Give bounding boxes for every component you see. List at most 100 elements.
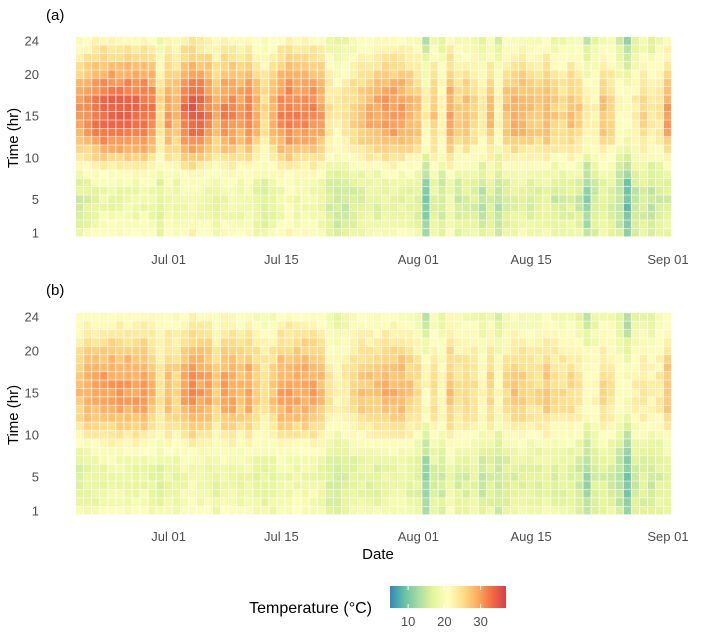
heatmap-cell (212, 313, 221, 321)
heatmap-cell (212, 153, 221, 162)
heatmap-cell (325, 128, 333, 137)
heatmap-cell (156, 195, 164, 204)
heatmap-cell (245, 170, 253, 179)
heatmap-cell (156, 430, 164, 439)
heatmap-cell (543, 405, 551, 414)
heatmap-cell (422, 228, 430, 237)
heatmap-cell (438, 128, 446, 137)
heatmap-cell (140, 62, 148, 70)
heatmap-cell (196, 346, 205, 355)
heatmap-cell (527, 95, 535, 104)
heatmap-cell (615, 430, 623, 439)
heatmap-cell (478, 489, 486, 498)
heatmap-cell (631, 120, 639, 129)
heatmap-cell (390, 228, 398, 237)
heatmap-cell (398, 53, 406, 62)
heatmap-cell (430, 422, 438, 431)
heatmap-cell (623, 95, 631, 104)
heatmap-cell (269, 329, 277, 338)
heatmap-cell (301, 195, 309, 204)
heatmap-cell (212, 128, 221, 137)
heatmap-cell (84, 195, 92, 204)
heatmap-cell (543, 371, 551, 380)
heatmap-cell (639, 203, 648, 212)
heatmap-cell (237, 162, 245, 170)
heatmap-cell (470, 212, 478, 220)
heatmap-cell (349, 371, 358, 380)
heatmap-cell (591, 95, 599, 104)
heatmap-cell (261, 371, 269, 380)
heatmap-cell (502, 228, 511, 237)
heatmap-cell (663, 153, 672, 162)
heatmap-cell (478, 178, 486, 187)
heatmap-cell (494, 212, 503, 220)
heatmap-cell (567, 70, 575, 79)
heatmap-cell (333, 112, 341, 120)
heatmap-cell (357, 153, 366, 162)
heatmap-cell (237, 53, 245, 62)
heatmap-cell (535, 380, 543, 389)
heatmap-cell (559, 195, 567, 204)
heatmap-cell (333, 456, 341, 464)
heatmap-cell (253, 128, 261, 137)
heatmap-cell (277, 170, 285, 179)
heatmap-cell (333, 422, 341, 431)
heatmap-cell (430, 87, 438, 95)
heatmap-cell (245, 363, 253, 372)
heatmap-cell (277, 45, 285, 54)
heatmap-cell (196, 472, 205, 481)
heatmap-cell (349, 170, 358, 179)
heatmap-cell (398, 203, 406, 212)
heatmap-cell (382, 380, 390, 389)
heatmap-cell (237, 414, 245, 422)
heatmap-cell (333, 203, 341, 212)
heatmap-cell (196, 464, 205, 473)
heatmap-cell (188, 405, 197, 414)
heatmap-cell (470, 313, 478, 321)
heatmap-cell (647, 178, 656, 187)
heatmap-cell (180, 170, 188, 179)
heatmap-cell (438, 112, 446, 120)
heatmap-cell (100, 397, 108, 405)
heatmap-cell (470, 78, 478, 87)
heatmap-cell (237, 456, 245, 464)
heatmap-cell (583, 456, 591, 464)
heatmap-cell (663, 162, 672, 170)
heatmap-cell (663, 430, 672, 439)
heatmap-cell (382, 481, 390, 490)
heatmap-cell (478, 506, 486, 515)
heatmap-cell (639, 45, 648, 54)
heatmap-cell (502, 439, 511, 448)
heatmap-cell (398, 498, 406, 506)
heatmap-cell (325, 472, 333, 481)
heatmap-cell (269, 145, 277, 154)
heatmap-cell (76, 203, 84, 212)
heatmap-cell (196, 87, 205, 95)
heatmap-cell (462, 145, 470, 154)
heatmap-cell (414, 178, 422, 187)
heatmap-cell (124, 145, 132, 154)
heatmap-cell (229, 371, 237, 380)
heatmap-cell (301, 137, 309, 145)
heatmap-cell (349, 397, 358, 405)
heatmap-cell (623, 371, 631, 380)
heatmap-cell (116, 220, 124, 229)
heatmap-cell (527, 380, 535, 389)
heatmap-cell (575, 430, 583, 439)
heatmap-cell (180, 78, 188, 87)
heatmap-cell (357, 313, 366, 321)
heatmap-cell (583, 422, 591, 431)
heatmap-cell (237, 212, 245, 220)
heatmap-cell (124, 422, 132, 431)
heatmap-cell (180, 145, 188, 154)
heatmap-cell (414, 137, 422, 145)
heatmap-cell (132, 439, 140, 448)
heatmap-cell (454, 128, 462, 137)
heatmap-cell (454, 313, 462, 321)
heatmap-cell (527, 430, 535, 439)
heatmap-cell (591, 363, 599, 372)
heatmap-cell (462, 456, 470, 464)
heatmap-cell (365, 153, 374, 162)
heatmap-cell (414, 103, 422, 112)
heatmap-cell (583, 363, 591, 372)
